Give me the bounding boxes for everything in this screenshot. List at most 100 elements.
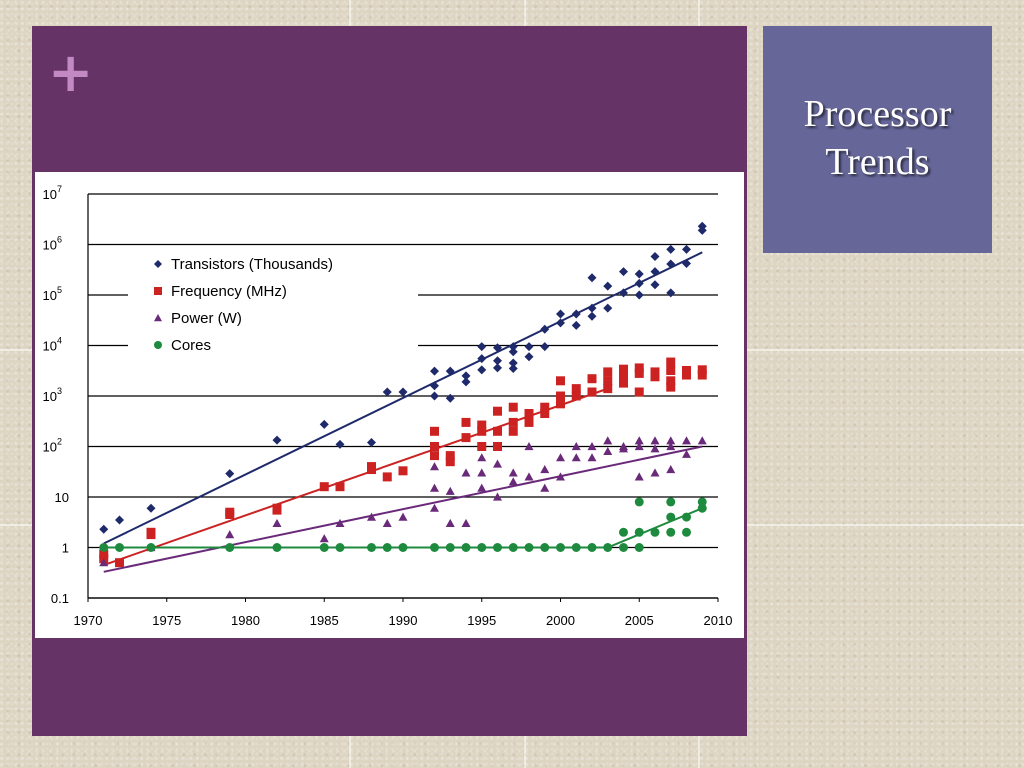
power-w-point	[540, 483, 550, 492]
power-w-point	[430, 503, 439, 512]
x-tick-label: 1970	[74, 613, 103, 628]
transistors-thousands-point	[430, 381, 439, 391]
frequency-mhz-point	[603, 367, 613, 377]
y-tick-exponent: 7	[57, 184, 62, 194]
power-w-point	[272, 518, 282, 528]
power-w-point	[619, 444, 628, 453]
power-w-point	[477, 468, 487, 477]
frequency-mhz-point	[382, 472, 392, 482]
chart-container: 0.1 1 10 102 103 104 105 106 107 1970 1975 1980 1985…	[35, 172, 744, 638]
cores-point	[493, 543, 502, 552]
transistors-thousands-point	[367, 438, 376, 448]
power-w-point	[666, 442, 676, 451]
cores-point	[634, 527, 644, 537]
transistors-thousands-point	[682, 259, 691, 269]
frequency-mhz-point	[619, 372, 628, 382]
cores-point	[697, 503, 707, 513]
frequency-mhz-point	[398, 466, 408, 476]
y-tick-label: 1	[62, 541, 69, 556]
frequency-mhz-point	[430, 442, 439, 451]
transistors-thousands-point	[445, 393, 455, 403]
transistors-thousands-point	[461, 377, 471, 387]
power-w-point	[319, 534, 329, 543]
frequency-mhz-point	[634, 387, 644, 397]
cores-point	[398, 543, 408, 552]
y-tick-label: 107	[43, 184, 62, 202]
power-w-point	[634, 442, 644, 451]
cores-point	[461, 543, 471, 552]
y-tick-exponent: 5	[57, 285, 62, 295]
legend-marker	[154, 287, 162, 295]
y-tick-exponent: 3	[57, 386, 62, 396]
y-tick-label: 10	[55, 490, 69, 505]
transistors-thousands-point	[115, 515, 124, 525]
power-w-point	[556, 453, 565, 462]
frequency-mhz-point	[445, 451, 455, 461]
frequency-mhz-point	[666, 365, 676, 375]
x-tick-label: 2000	[546, 613, 575, 628]
slide-title: Processor Trends	[763, 90, 992, 186]
frequency-mhz-point	[493, 426, 502, 436]
transistors-thousands-point	[272, 435, 282, 445]
legend-label: Transistors (Thousands)	[171, 256, 333, 273]
title-line-1: Processor	[803, 93, 952, 135]
frequency-mhz-point	[524, 417, 534, 427]
frequency-mhz-point	[571, 391, 581, 401]
cores-point	[99, 543, 109, 552]
transistors-thousands-point	[540, 324, 550, 334]
cores-point	[682, 512, 691, 522]
power-w-point	[461, 468, 471, 477]
power-w-point	[493, 459, 502, 468]
legend-label: Frequency (MHz)	[171, 283, 287, 300]
cores-point	[477, 543, 487, 552]
transistors-thousands-point	[445, 366, 455, 376]
frequency-mhz-point	[493, 442, 502, 451]
power-w-point	[666, 465, 676, 474]
cores-point	[272, 543, 282, 552]
frequency-mhz-point	[493, 406, 502, 416]
transistors-thousands-point	[335, 439, 345, 449]
power-w-trend-line	[103, 445, 703, 573]
transistors-thousands-point	[634, 290, 644, 300]
transistors-thousands-point	[493, 363, 502, 373]
frequency-mhz-point	[225, 510, 235, 520]
transistors-thousands-point	[587, 273, 597, 283]
transistors-thousands-point	[430, 366, 439, 376]
cores-point	[367, 543, 376, 552]
power-w-point	[650, 436, 660, 445]
legend-label: Cores	[171, 337, 211, 354]
cores-point	[445, 543, 455, 552]
frequency-mhz-point	[697, 365, 707, 375]
cores-point	[682, 527, 691, 537]
power-w-point	[445, 518, 455, 528]
power-w-point	[571, 453, 581, 462]
transistors-thousands-point	[146, 503, 156, 513]
cores-point	[666, 497, 676, 507]
frequency-mhz-point	[682, 370, 691, 380]
power-w-point	[556, 472, 565, 481]
power-w-point	[477, 453, 487, 462]
y-tick-exponent: 2	[57, 437, 62, 447]
frequency-mhz-point	[587, 387, 597, 397]
frequency-mhz-point	[556, 391, 565, 401]
cores-point	[587, 543, 597, 552]
frequency-mhz-point	[666, 357, 676, 367]
power-w-point	[461, 518, 471, 528]
power-w-point	[666, 436, 676, 445]
transistors-thousands-point	[493, 343, 502, 353]
cores-point	[603, 543, 613, 552]
x-tick-label: 1985	[310, 613, 339, 628]
transistors-thousands-point	[697, 225, 707, 235]
transistors-thousands-point	[382, 387, 392, 397]
power-w-point	[99, 558, 109, 567]
cores-point	[335, 543, 345, 552]
transistors-thousands-point	[619, 267, 628, 277]
power-w-point	[524, 442, 534, 451]
cores-point	[634, 497, 644, 507]
transistors-thousands-point	[477, 354, 487, 364]
y-tick-label: 0.1	[51, 591, 69, 606]
frequency-mhz-point	[556, 376, 565, 386]
plus-icon: +	[48, 41, 94, 104]
x-tick-label: 1980	[231, 613, 260, 628]
frequency-mhz-point	[556, 399, 565, 409]
